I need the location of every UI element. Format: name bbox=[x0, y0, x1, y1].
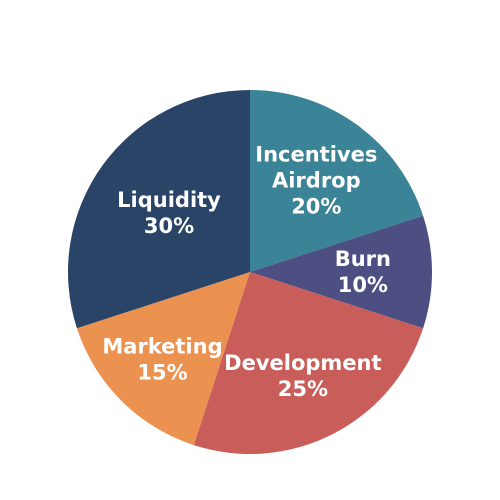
pie-slice-liquidity bbox=[67, 90, 250, 329]
slice-label-incentives: Incentives Airdrop 20% bbox=[255, 143, 377, 219]
slice-value-development: 25% bbox=[278, 377, 328, 401]
slice-value-burn: 10% bbox=[338, 273, 388, 297]
slice-name-marketing: Marketing bbox=[102, 335, 222, 359]
slice-label-development: Development 25% bbox=[224, 351, 381, 401]
slice-label-liquidity: Liquidity 30% bbox=[117, 188, 221, 238]
pie-labels: Incentives Airdrop 20% Burn 10% Development 25… bbox=[102, 143, 391, 401]
pie-slice-marketing bbox=[76, 272, 250, 446]
slice-value-liquidity: 30% bbox=[144, 214, 194, 238]
pie-slice-incentives bbox=[250, 90, 424, 272]
slice-label-burn: Burn 10% bbox=[335, 247, 391, 297]
slice-label-marketing: Marketing 15% bbox=[102, 335, 222, 385]
pie-slices bbox=[67, 90, 433, 454]
slice-value-incentives: 20% bbox=[291, 195, 341, 219]
slice-value-marketing: 15% bbox=[137, 361, 187, 385]
pie-slice-development bbox=[193, 272, 424, 454]
slice-name-incentives: Incentives bbox=[255, 143, 377, 167]
slice-name-liquidity: Liquidity bbox=[117, 188, 221, 212]
slice-name-development: Development bbox=[224, 351, 381, 375]
slice-name-burn: Burn bbox=[335, 247, 391, 271]
pie-slice-burn bbox=[250, 215, 433, 329]
slice-name-incentives: Airdrop bbox=[272, 169, 361, 193]
